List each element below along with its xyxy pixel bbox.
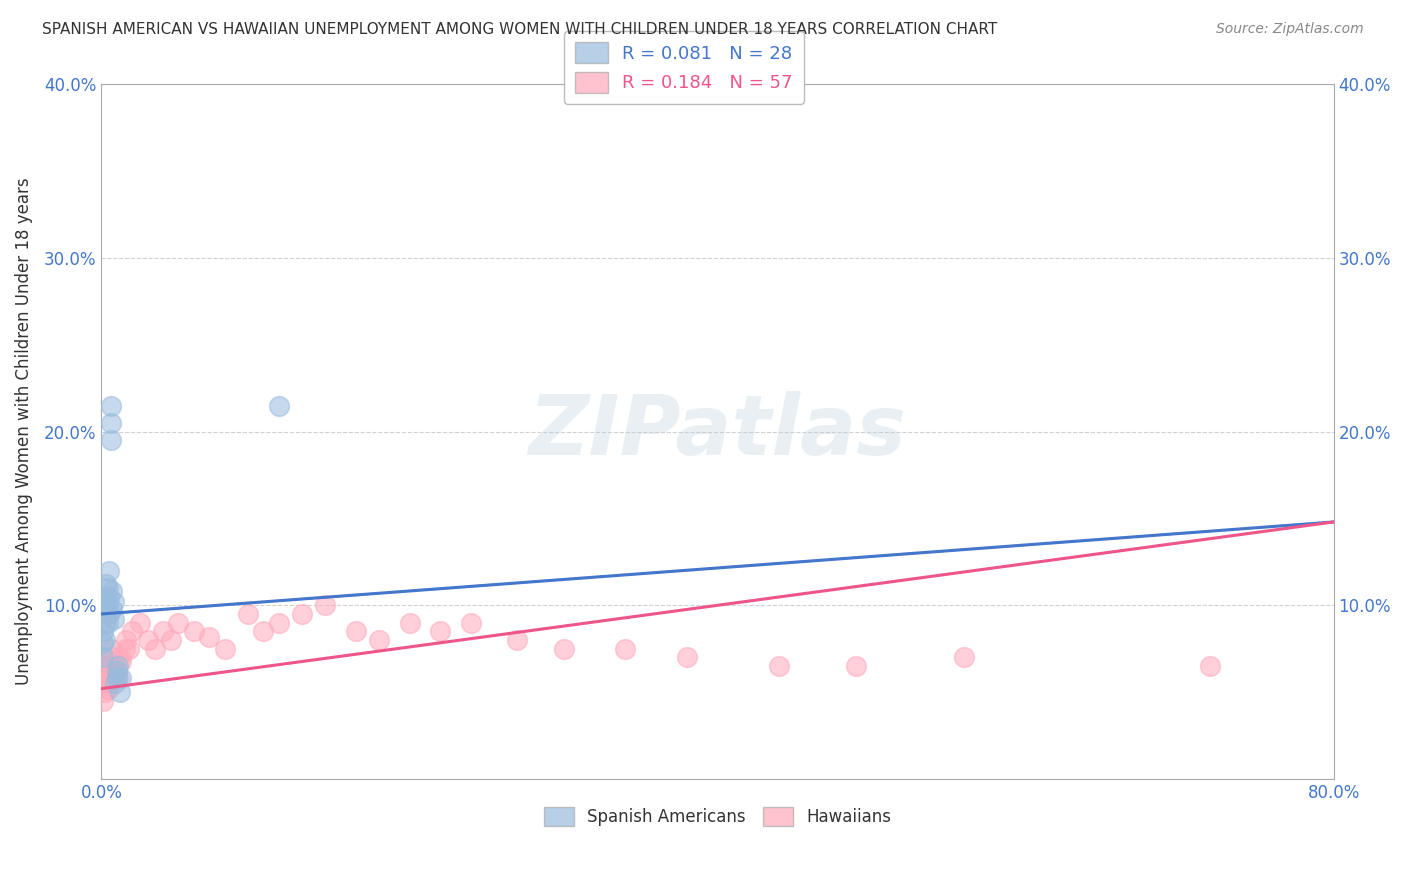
Text: Source: ZipAtlas.com: Source: ZipAtlas.com xyxy=(1216,22,1364,37)
Point xyxy=(104,667,127,681)
Point xyxy=(129,615,152,630)
Point xyxy=(98,590,121,604)
Point xyxy=(953,650,976,665)
Point xyxy=(94,659,117,673)
Point xyxy=(236,607,259,621)
Point xyxy=(183,624,205,639)
Point xyxy=(103,595,125,609)
Point xyxy=(94,676,117,690)
Point xyxy=(110,671,132,685)
Point xyxy=(198,630,221,644)
Point xyxy=(103,659,125,673)
Point xyxy=(267,399,290,413)
Point xyxy=(121,624,143,639)
Point xyxy=(97,581,120,595)
Point xyxy=(214,641,236,656)
Y-axis label: Unemployment Among Women with Children Under 18 years: Unemployment Among Women with Children U… xyxy=(15,178,32,685)
Point xyxy=(97,659,120,673)
Point xyxy=(93,667,115,681)
Text: ZIPatlas: ZIPatlas xyxy=(529,392,907,472)
Point xyxy=(98,607,121,621)
Point xyxy=(167,615,190,630)
Point xyxy=(108,650,131,665)
Point xyxy=(97,615,120,630)
Point xyxy=(91,624,114,639)
Point xyxy=(91,694,114,708)
Point xyxy=(91,636,114,650)
Point xyxy=(105,671,128,685)
Point xyxy=(1199,659,1222,673)
Point xyxy=(108,685,131,699)
Point xyxy=(100,667,122,681)
Point xyxy=(103,671,125,685)
Point xyxy=(145,641,167,656)
Point xyxy=(100,416,122,430)
Point xyxy=(101,584,124,599)
Point xyxy=(104,654,127,668)
Point xyxy=(267,615,290,630)
Point xyxy=(94,590,117,604)
Point xyxy=(115,633,138,648)
Point xyxy=(107,659,129,673)
Point xyxy=(98,667,121,681)
Point xyxy=(291,607,314,621)
Point xyxy=(100,434,122,448)
Point xyxy=(110,654,132,668)
Point xyxy=(614,641,637,656)
Point xyxy=(100,399,122,413)
Point xyxy=(94,667,117,681)
Point xyxy=(93,633,115,648)
Point xyxy=(94,601,117,615)
Point xyxy=(104,676,127,690)
Point xyxy=(91,650,114,665)
Point xyxy=(845,659,868,673)
Point xyxy=(100,659,122,673)
Point xyxy=(506,633,529,648)
Legend: Spanish Americans, Hawaiians: Spanish Americans, Hawaiians xyxy=(537,800,897,833)
Point xyxy=(553,641,575,656)
Point xyxy=(314,599,336,613)
Point xyxy=(768,659,790,673)
Point xyxy=(344,624,367,639)
Point xyxy=(93,615,115,630)
Point xyxy=(101,601,124,615)
Point xyxy=(398,615,420,630)
Point xyxy=(100,641,122,656)
Point xyxy=(94,577,117,591)
Point xyxy=(101,667,124,681)
Point xyxy=(98,564,121,578)
Point xyxy=(136,633,159,648)
Point xyxy=(91,659,114,673)
Point xyxy=(97,671,120,685)
Point xyxy=(97,681,120,696)
Point xyxy=(105,665,128,679)
Point xyxy=(103,612,125,626)
Text: SPANISH AMERICAN VS HAWAIIAN UNEMPLOYMENT AMONG WOMEN WITH CHILDREN UNDER 18 YEA: SPANISH AMERICAN VS HAWAIIAN UNEMPLOYMEN… xyxy=(42,22,997,37)
Point xyxy=(429,624,451,639)
Point xyxy=(118,641,141,656)
Point xyxy=(101,650,124,665)
Point xyxy=(460,615,482,630)
Point xyxy=(105,665,128,679)
Point xyxy=(675,650,697,665)
Point xyxy=(159,633,181,648)
Point xyxy=(367,633,389,648)
Point xyxy=(152,624,174,639)
Point xyxy=(252,624,274,639)
Point xyxy=(98,676,121,690)
Point xyxy=(93,685,115,699)
Point xyxy=(97,599,120,613)
Point xyxy=(107,671,129,685)
Point xyxy=(114,641,136,656)
Point xyxy=(91,676,114,690)
